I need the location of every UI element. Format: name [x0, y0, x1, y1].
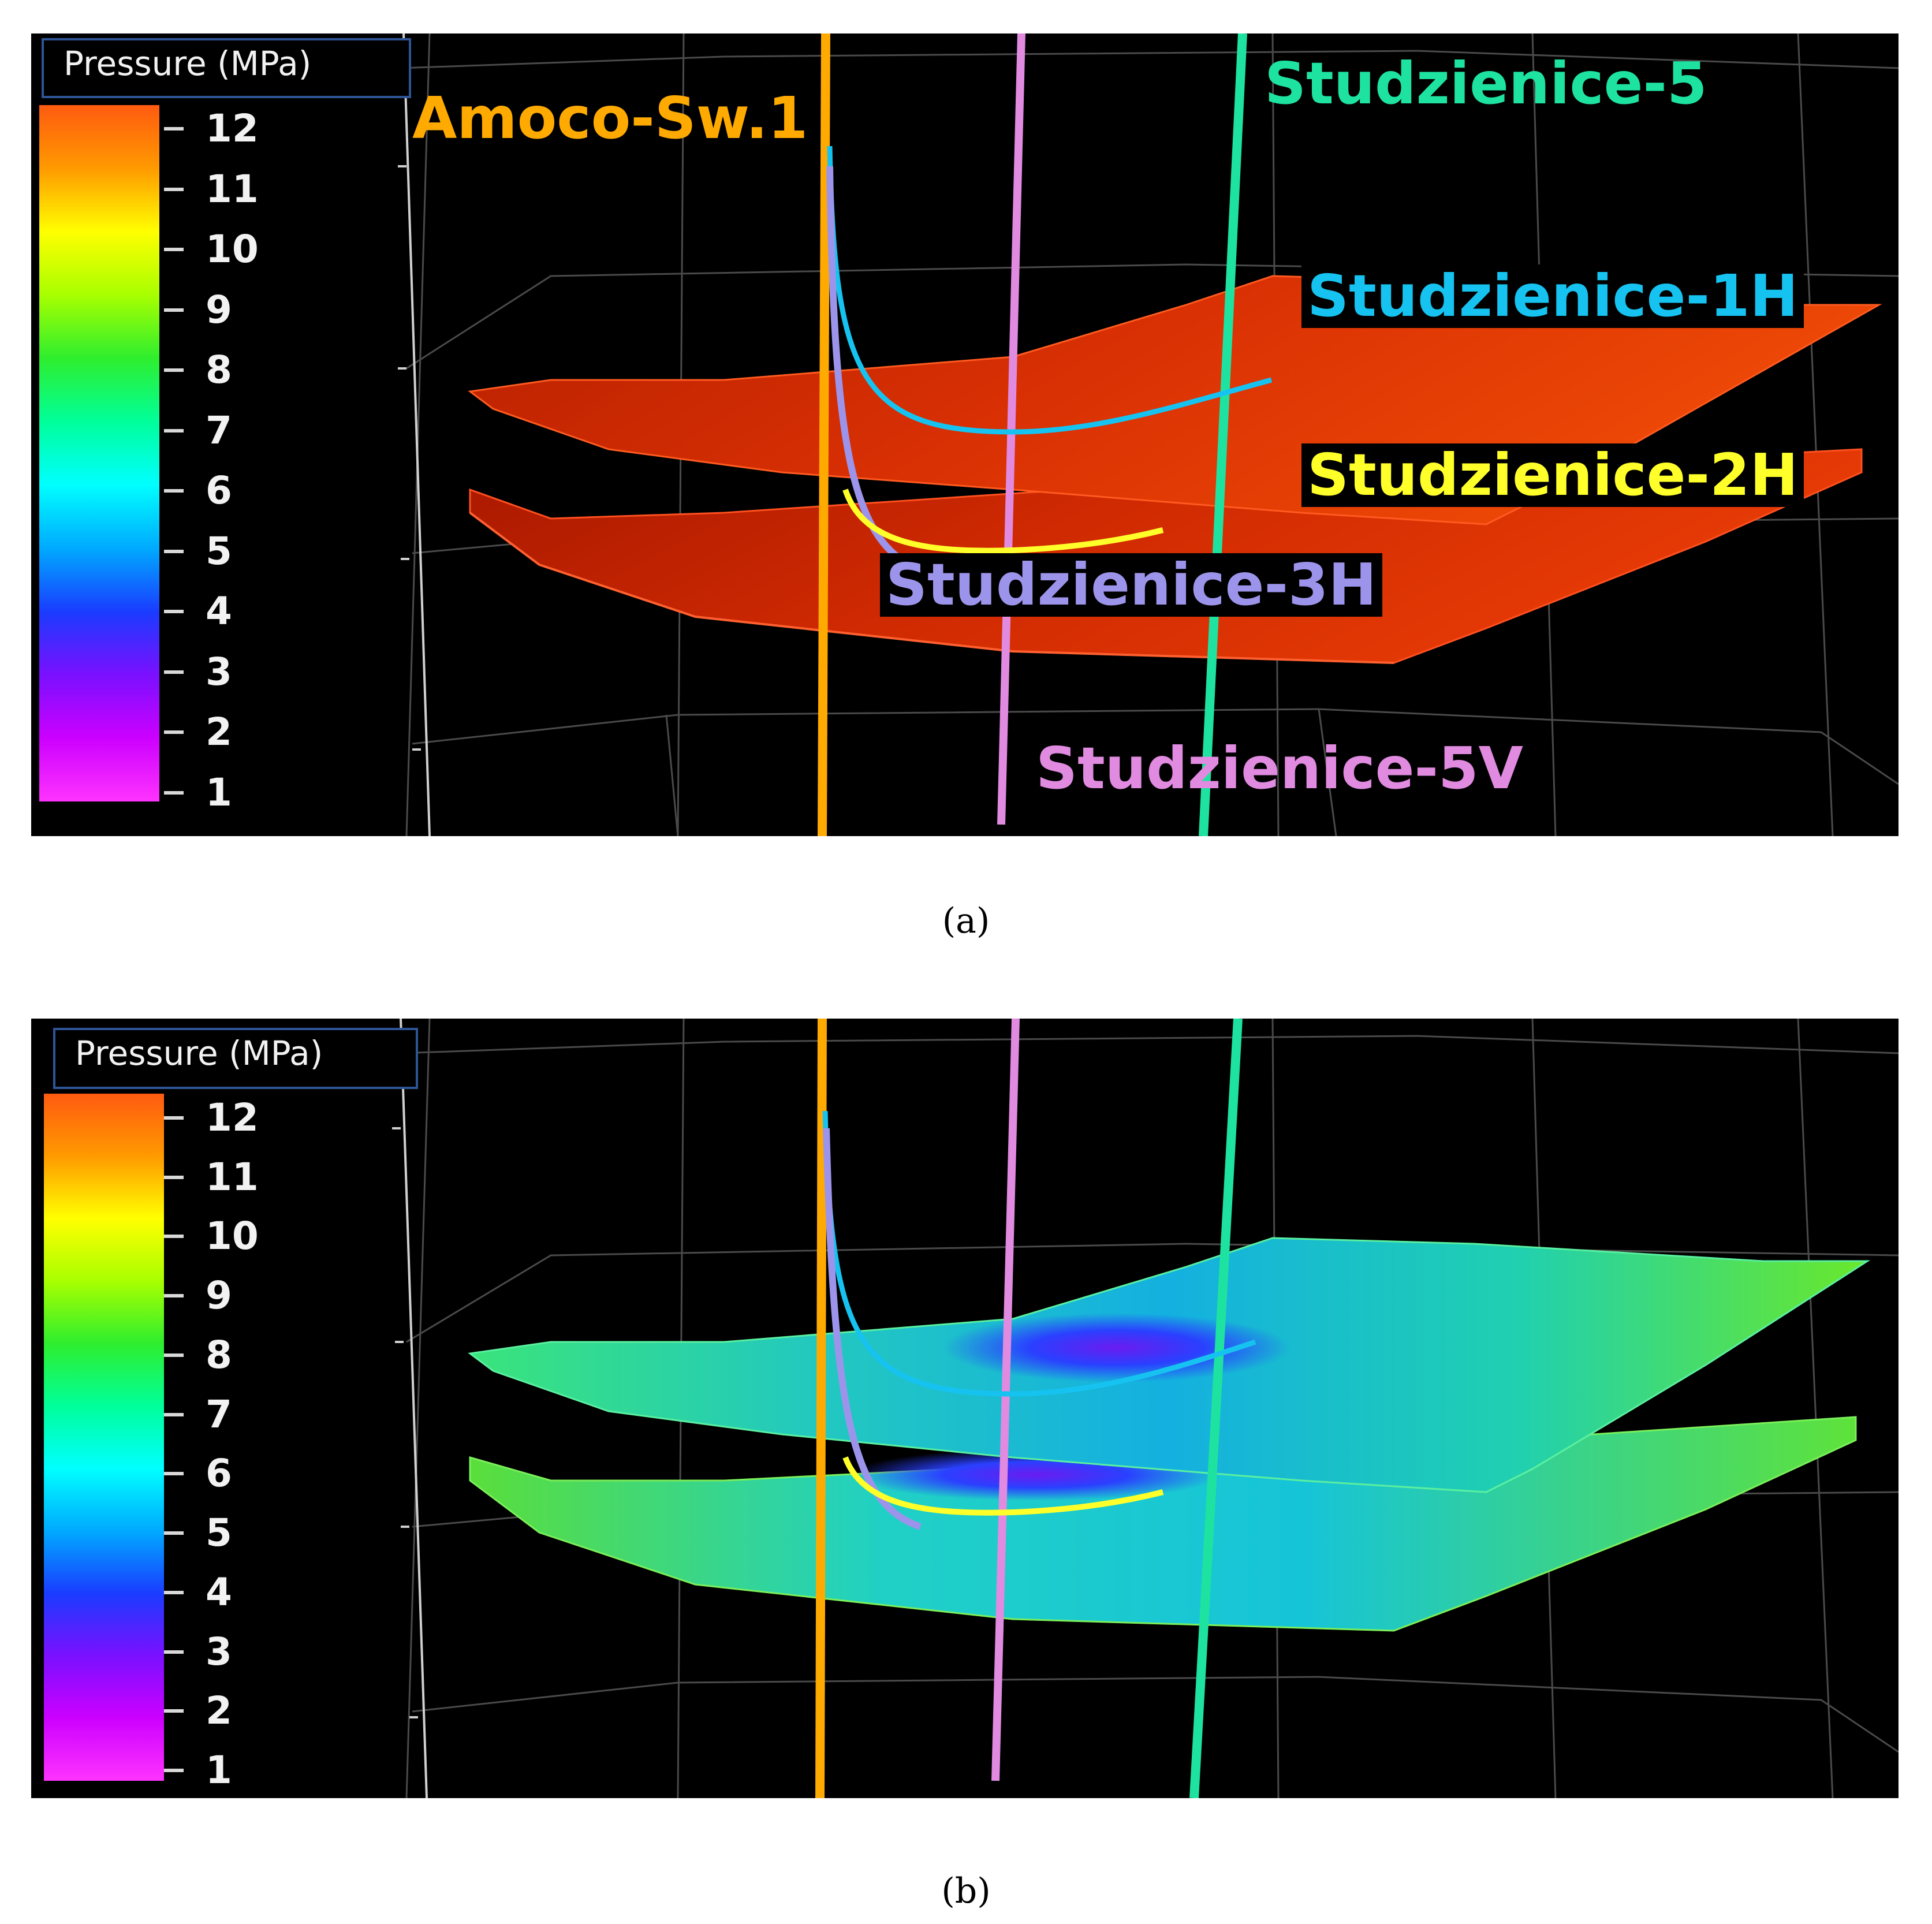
colorbar-tick-label: 10: [206, 1214, 259, 1259]
well-amoco-a: [818, 33, 830, 836]
caption-b: (b): [941, 1871, 991, 1911]
label-s5-a: Studzienice-5: [1265, 50, 1707, 117]
colorbar-ticks-b: 12 11 10 9 8 7 6 5 4 3 2 1: [164, 1099, 337, 1789]
colorbar-b: [44, 1094, 164, 1781]
colorbar-tick-label: 8: [206, 348, 232, 393]
colorbar-tick: [164, 791, 184, 795]
colorbar-a: [39, 105, 159, 801]
well-s2h-b: [842, 1456, 1164, 1516]
well-amoco-b: [815, 1019, 827, 1798]
colorbar-tick: [164, 428, 184, 432]
label-amoco-a: Amoco-Sw.1: [412, 84, 808, 152]
well-s5v-a: [997, 33, 1025, 825]
colorbar-tick: [164, 1175, 184, 1179]
colorbar-tick-label: 12: [206, 106, 259, 151]
colorbar-tick: [164, 1116, 184, 1120]
colorbar-tick: [164, 248, 184, 252]
colorbar-tick-label: 5: [206, 1511, 232, 1556]
label-s1h-a: Studzienice-1H: [1301, 264, 1804, 328]
axis-line-b: [400, 1019, 428, 1798]
colorbar-tick-label: 11: [206, 166, 259, 211]
panel-b: Pressure (MPa) 12 11 10 9 8 7 6 5 4 3 2 1: [31, 1019, 1899, 1798]
colorbar-tick-label: 1: [206, 770, 232, 815]
colorbar-ticks-a: 12 11 10 9 8 7 6 5 4 3 2 1: [164, 110, 337, 812]
colorbar-tick-label: 9: [206, 1273, 232, 1318]
colorbar-tick: [164, 127, 184, 130]
label-s3h-a: Studzienice-3H: [880, 553, 1383, 617]
colorbar-tick-label: 6: [206, 468, 232, 513]
legend-title-b: Pressure (MPa): [53, 1028, 418, 1089]
colorbar-tick: [164, 1769, 184, 1772]
colorbar-tick-label: 4: [206, 1569, 232, 1614]
colorbar-tick: [164, 1353, 184, 1357]
colorbar-tick: [164, 187, 184, 191]
colorbar-tick: [164, 610, 184, 614]
well-s5-b: [1189, 1019, 1243, 1798]
well-s1h-b: [822, 1110, 1256, 1397]
colorbar-tick: [164, 308, 184, 312]
colorbar-tick-label: 7: [206, 1392, 232, 1437]
label-s2h-a: Studzienice-2H: [1301, 443, 1804, 507]
colorbar-tick: [164, 1590, 184, 1594]
colorbar-tick-label: 8: [206, 1332, 232, 1377]
colorbar-tick: [164, 368, 184, 372]
label-s5v-a: Studzienice-5V: [1036, 734, 1523, 802]
colorbar-tick-label: 9: [206, 287, 232, 332]
colorbar-tick: [164, 489, 184, 493]
panel-a: Pressure (MPa) 12 11 10 9 8 7 6 5 4 3 2 1 Amoco-Sw.…: [31, 33, 1899, 836]
colorbar-tick: [164, 1531, 184, 1535]
well-s1h-a: [827, 146, 1273, 435]
colorbar-tick-label: 3: [206, 1629, 232, 1674]
colorbar-tick-label: 1: [206, 1748, 232, 1792]
colorbar-tick-label: 6: [206, 1451, 232, 1496]
colorbar-tick: [164, 670, 184, 674]
well-s3h-b: [823, 1128, 922, 1530]
colorbar-tick: [164, 1235, 184, 1239]
caption-a: (a): [942, 901, 990, 941]
well-s2h-a: [842, 489, 1164, 554]
axis-line-a: [402, 33, 431, 836]
colorbar-tick-label: 3: [206, 649, 232, 694]
colorbar-tick-label: 2: [206, 710, 232, 755]
colorbar-tick: [164, 1650, 184, 1654]
well-s5v-b: [991, 1019, 1020, 1781]
legend-title-a: Pressure (MPa): [42, 38, 411, 98]
colorbar-tick-label: 4: [206, 589, 232, 634]
colorbar-tick-label: 10: [206, 227, 259, 272]
scene-b: [392, 1019, 1899, 1798]
colorbar-tick: [164, 549, 184, 553]
colorbar-tick: [164, 1472, 184, 1476]
colorbar-tick: [164, 730, 184, 734]
colorbar-tick: [164, 1709, 184, 1713]
well-s5-a: [1199, 33, 1247, 836]
colorbar-tick-label: 7: [206, 408, 232, 453]
colorbar-tick-label: 11: [206, 1154, 259, 1199]
colorbar-tick-label: 12: [206, 1095, 259, 1140]
colorbar-tick-label: 5: [206, 528, 232, 573]
colorbar-tick: [164, 1294, 184, 1298]
colorbar-tick: [164, 1412, 184, 1416]
colorbar-tick-label: 2: [206, 1688, 232, 1733]
